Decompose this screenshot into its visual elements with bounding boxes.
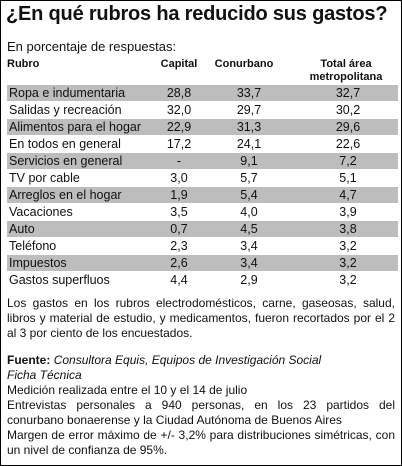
source-label: Fuente: [7, 353, 51, 367]
ficha-tecnica: Ficha Técnica [7, 368, 82, 382]
cell-total: 3,9 [339, 205, 357, 219]
cell-conurbano: 24,1 [236, 137, 262, 151]
cell-total: 5,1 [339, 171, 357, 185]
source-block: Fuente: Consultora Equis, Equipos de Inv… [7, 353, 395, 458]
row-label: Salidas y recreación [9, 103, 122, 117]
cell-total: 7,2 [339, 154, 357, 168]
data-table: Ropa e indumentaria 28,8 33,7 32,7 Salidas y… [7, 85, 398, 289]
cell-conurbano: 29,7 [236, 103, 262, 117]
cell-conurbano: 2,9 [240, 273, 258, 287]
cell-conurbano: 4,0 [240, 205, 258, 219]
table-row: TV por cable 3,0 5,7 5,1 [7, 170, 398, 186]
row-label: Vacaciones [9, 205, 73, 219]
cell-total: 3,2 [339, 273, 357, 287]
cell-conurbano: 9,1 [240, 154, 258, 168]
row-label: En todos en general [9, 137, 121, 151]
cell-capital: 3,5 [170, 205, 188, 219]
table-row: Salidas y recreación 32,0 29,7 30,2 [7, 102, 398, 118]
row-label: Auto [9, 222, 35, 236]
row-label: Gastos superfluos [9, 273, 110, 287]
page-title: ¿En qué rubros ha reducido sus gastos? [6, 3, 388, 25]
cell-conurbano: 3,4 [240, 256, 258, 270]
table-row: Alimentos para el hogar 22,9 31,3 29,6 [7, 119, 398, 135]
cell-total: 30,2 [335, 103, 361, 117]
table-row: Servicios en general - 9,1 7,2 [7, 153, 398, 169]
column-header-conurbano: Conurbano [214, 58, 274, 70]
cell-capital: 1,9 [170, 188, 188, 202]
subtitle: En porcentaje de respuestas: [7, 39, 177, 54]
cell-conurbano: 3,4 [240, 239, 258, 253]
cell-conurbano: 31,3 [236, 120, 262, 134]
cell-conurbano: 5,7 [240, 171, 258, 185]
table-row: Ropa e indumentaria 28,8 33,7 32,7 [7, 85, 398, 101]
table-row: Impuestos 2,6 3,4 3,2 [7, 255, 398, 271]
cell-capital: 22,9 [166, 120, 192, 134]
column-header-total: Total área metropolitana [294, 58, 398, 84]
cell-total: 22,6 [335, 137, 361, 151]
cell-conurbano: 33,7 [236, 86, 262, 100]
row-label: Ropa e indumentaria [9, 86, 126, 100]
cell-capital: 3,0 [170, 171, 188, 185]
row-label: TV por cable [9, 171, 80, 185]
table-row: Gastos superfluos 4,4 2,9 3,2 [7, 272, 398, 288]
cell-capital: 17,2 [166, 137, 192, 151]
cell-total: 4,7 [339, 188, 357, 202]
row-label: Arreglos en el hogar [9, 188, 122, 202]
row-label: Impuestos [9, 256, 67, 270]
table-row: En todos en general 17,2 24,1 22,6 [7, 136, 398, 152]
table-row: Teléfono 2,3 3,4 3,2 [7, 238, 398, 254]
cell-capital: 2,6 [170, 256, 188, 270]
column-header-capital: Capital [160, 58, 198, 70]
cell-total: 3,8 [339, 222, 357, 236]
row-label: Servicios en general [9, 154, 123, 168]
cell-total: 3,2 [339, 239, 357, 253]
cell-conurbano: 4,5 [240, 222, 258, 236]
table-row: Arreglos en el hogar 1,9 5,4 4,7 [7, 187, 398, 203]
source-org: Consultora Equis, Equipos de Investigaci… [53, 353, 322, 367]
row-label: Alimentos para el hogar [9, 120, 142, 134]
cell-conurbano: 5,4 [240, 188, 258, 202]
cell-capital: 0,7 [170, 222, 188, 236]
table-row: Vacaciones 3,5 4,0 3,9 [7, 204, 398, 220]
cell-capital: 32,0 [166, 103, 192, 117]
cell-capital: 28,8 [166, 86, 192, 100]
cell-total: 32,7 [335, 86, 361, 100]
cell-capital: - [176, 154, 182, 168]
table-row: Auto 0,7 4,5 3,8 [7, 221, 398, 237]
fechas-medicion: Medición realizada entre el 10 y el 14 d… [7, 383, 248, 397]
cell-total: 3,2 [339, 256, 357, 270]
entrevistas: Entrevistas personales a 940 personas, e… [7, 398, 395, 427]
margen-error: Margen de error máximo de +/- 3,2% para … [7, 428, 395, 457]
cell-capital: 2,3 [170, 239, 188, 253]
column-header-total-line2: metropolitana [309, 71, 383, 83]
column-header-total-line1: Total área [320, 58, 372, 70]
row-label: Teléfono [9, 239, 57, 253]
footnote: Los gastos en los rubros electrodoméstic… [7, 296, 395, 340]
cell-capital: 4,4 [170, 273, 188, 287]
cell-total: 29,6 [335, 120, 361, 134]
column-header-rubro: Rubro [7, 58, 40, 70]
